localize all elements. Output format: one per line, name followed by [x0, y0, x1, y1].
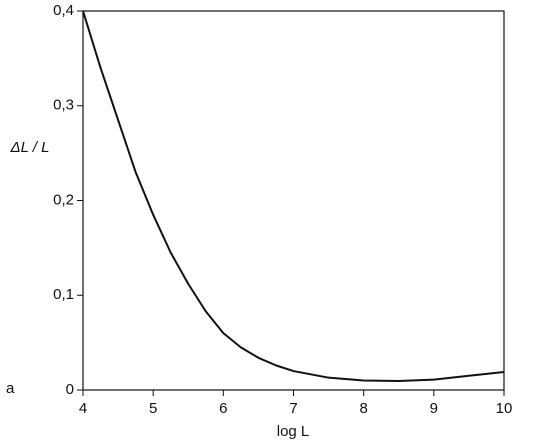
data-line — [82, 10, 505, 382]
x-tick-label: 4 — [79, 400, 87, 417]
x-tick-label: 7 — [289, 400, 297, 417]
y-tick-label: 0,2 — [53, 191, 74, 208]
x-tick-label: 8 — [359, 400, 367, 417]
x-tick-label: 5 — [149, 400, 157, 417]
x-tick-label: 9 — [430, 400, 438, 417]
y-tick-label: 0,1 — [53, 286, 74, 303]
x-tick-label: 6 — [219, 400, 227, 417]
x-tick-label: 10 — [496, 400, 513, 417]
panel-label: a — [6, 380, 15, 397]
plot-frame — [82, 10, 505, 391]
x-axis-label: log L — [277, 423, 310, 440]
y-tick-label: 0,3 — [53, 97, 74, 114]
y-tick-label: 0,4 — [53, 2, 74, 19]
y-tick-label: 0 — [66, 381, 74, 398]
y-axis-label: ΔL / L — [10, 139, 50, 156]
